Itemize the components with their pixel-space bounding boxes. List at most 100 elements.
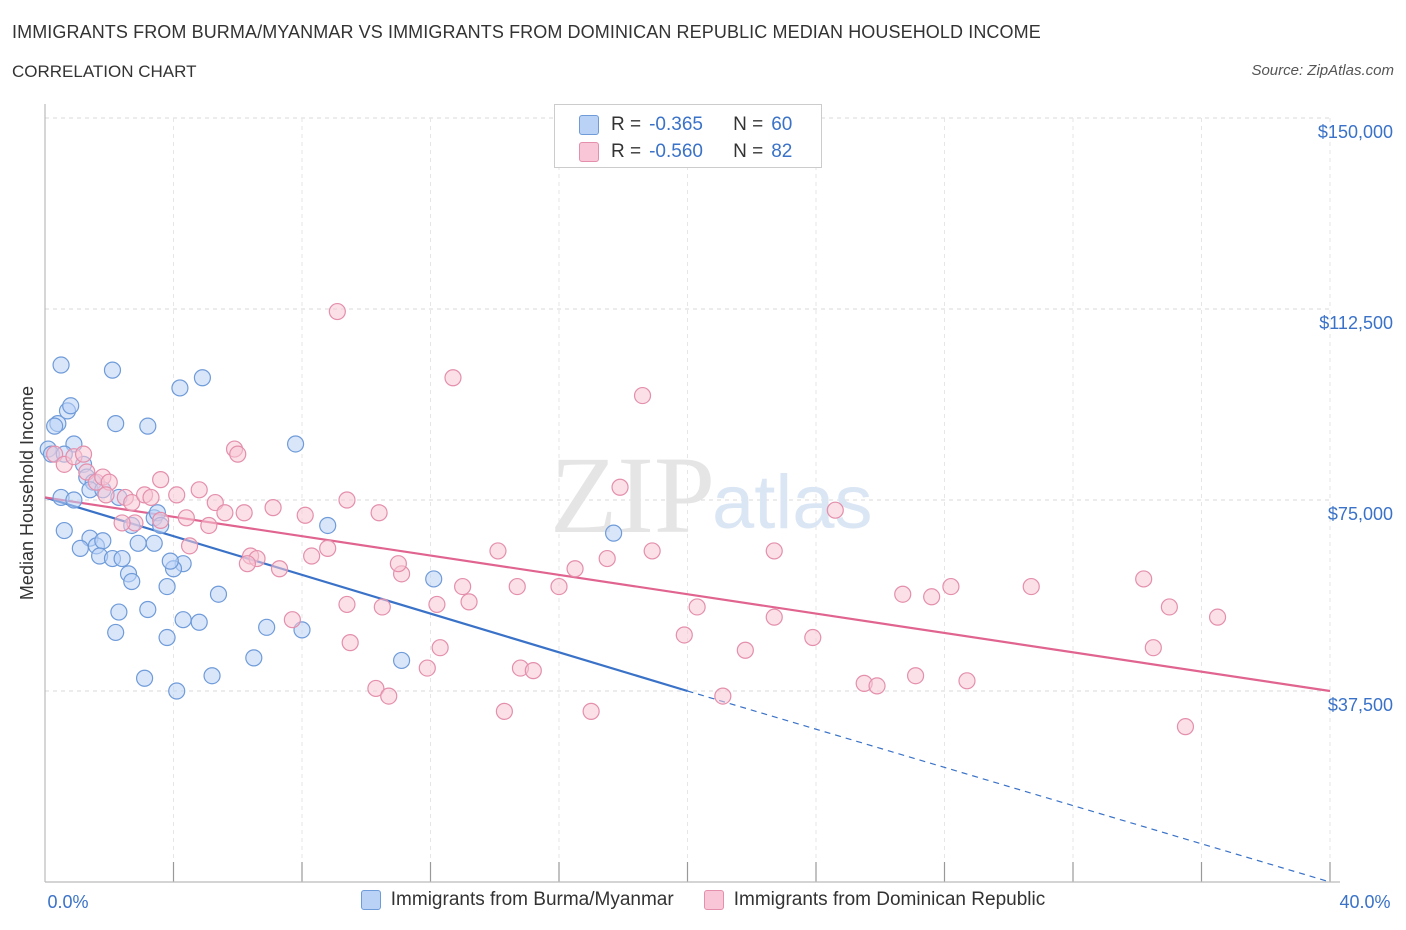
burma-point (286, 435, 305, 453)
burma-point (174, 611, 192, 629)
dominican-point (367, 679, 385, 698)
series-legend-item-dominican[interactable]: Immigrants from Dominican Republic (703, 889, 1046, 911)
y-axis-label: Median Household Income (17, 386, 37, 600)
axes: $150,000 $112,500 $75,000 $37,500 (44, 104, 1393, 883)
dominican-point (303, 547, 321, 565)
source-label: Source: ZipAtlas.com (1251, 62, 1394, 79)
legend-swatch-burma (360, 890, 381, 910)
dominican-point (428, 595, 446, 614)
dominican-point (508, 577, 526, 596)
dominican-point (460, 593, 478, 611)
dominican-point (633, 386, 652, 405)
dominican-point (328, 302, 346, 321)
dominican-point (958, 672, 976, 690)
burma-point (392, 651, 411, 670)
stats-legend-row-burma: R = -0.365 N = 60 (579, 114, 792, 136)
burma-point (168, 682, 186, 700)
burma-point (605, 524, 623, 542)
watermark: ZIP atlas (550, 434, 873, 556)
burma-point (71, 539, 89, 557)
dominican-point (826, 501, 844, 519)
dominican-point (283, 611, 301, 629)
burma-point (107, 623, 125, 642)
burma-point (94, 532, 112, 550)
burma-point (171, 379, 189, 397)
series-legend-label: Immigrants from Dominican Republic (733, 889, 1046, 910)
dominican-point (74, 445, 93, 463)
legend-r-value: -0.560 (649, 141, 703, 162)
dominican-point (319, 539, 337, 557)
burma-point (52, 356, 70, 374)
watermark-atlas: atlas (712, 460, 873, 545)
dominican-point (380, 687, 398, 705)
x-tick-label-min: 0.0% (47, 892, 88, 912)
dominican-point (524, 662, 542, 680)
dominican-point (431, 639, 449, 657)
dominican-point (1022, 577, 1040, 596)
dominican-point (688, 598, 706, 616)
x-tick-label-max: 40.0% (1339, 892, 1390, 912)
dominican-point (180, 537, 199, 555)
burma-point (190, 613, 208, 631)
series-legend-item-burma[interactable]: Immigrants from Burma/Myanmar (360, 889, 674, 911)
dominican-point (550, 577, 568, 596)
burma-point (145, 534, 163, 552)
dominican-point (216, 504, 234, 522)
data-points (39, 302, 1227, 736)
dominican-point (582, 702, 600, 720)
dominican-trendline (44, 496, 1331, 693)
burma-point (103, 361, 122, 379)
dominican-point (389, 555, 407, 573)
dominican-point (113, 514, 131, 532)
burma-point (245, 649, 263, 667)
legend-r-value: -0.365 (649, 114, 703, 135)
dominican-point (1160, 598, 1178, 616)
dominican-point (804, 628, 822, 647)
legend-swatch-dominican (703, 890, 724, 910)
burma-point (209, 585, 228, 603)
burma-point (55, 521, 73, 540)
dominican-point (894, 585, 912, 603)
legend-r-label: R = (611, 141, 642, 162)
stats-legend: R = -0.365 N = 60 R = -0.560 N = 82 (554, 104, 822, 168)
dominican-point (229, 445, 247, 463)
dominican-point (97, 486, 115, 504)
dominican-point (1176, 718, 1195, 736)
burma-point (139, 417, 157, 435)
series-legend: Immigrants from Burma/Myanmar Immigrants… (0, 889, 1406, 911)
y-tick-label: $75,000 (1328, 504, 1393, 524)
legend-n-value: 60 (771, 114, 793, 135)
dominican-point (611, 478, 629, 496)
dominican-point (598, 549, 616, 568)
dominican-point (264, 499, 282, 517)
burma-point (65, 491, 83, 509)
burma-point (425, 570, 443, 588)
dominican-point (373, 598, 391, 616)
burma-point (158, 628, 176, 647)
burma-point (193, 369, 212, 387)
dominican-point (765, 542, 783, 560)
dominican-point (235, 504, 253, 522)
dominican-point (566, 560, 584, 578)
burma-point (129, 534, 147, 552)
dominican-point (142, 488, 160, 507)
dominican-point (296, 506, 314, 524)
dominican-point (190, 481, 208, 499)
series-legend-label: Immigrants from Burma/Myanmar (390, 889, 674, 910)
burma-point (161, 552, 179, 570)
dominican-point (489, 542, 507, 560)
trendlines (44, 496, 1331, 883)
dominican-point (370, 504, 388, 522)
dominican-point (444, 369, 462, 387)
dominican-point (495, 702, 513, 720)
burma-point (135, 669, 154, 687)
burma-point (113, 549, 131, 568)
y-tick-label: $37,500 (1328, 695, 1393, 715)
dominican-point (341, 634, 359, 652)
legend-n-value: 82 (771, 141, 793, 162)
burma-point (319, 516, 337, 535)
burma-point (62, 397, 80, 415)
dominican-point (923, 588, 941, 606)
legend-swatch-dominican (579, 142, 599, 162)
dominican-point (168, 486, 186, 504)
